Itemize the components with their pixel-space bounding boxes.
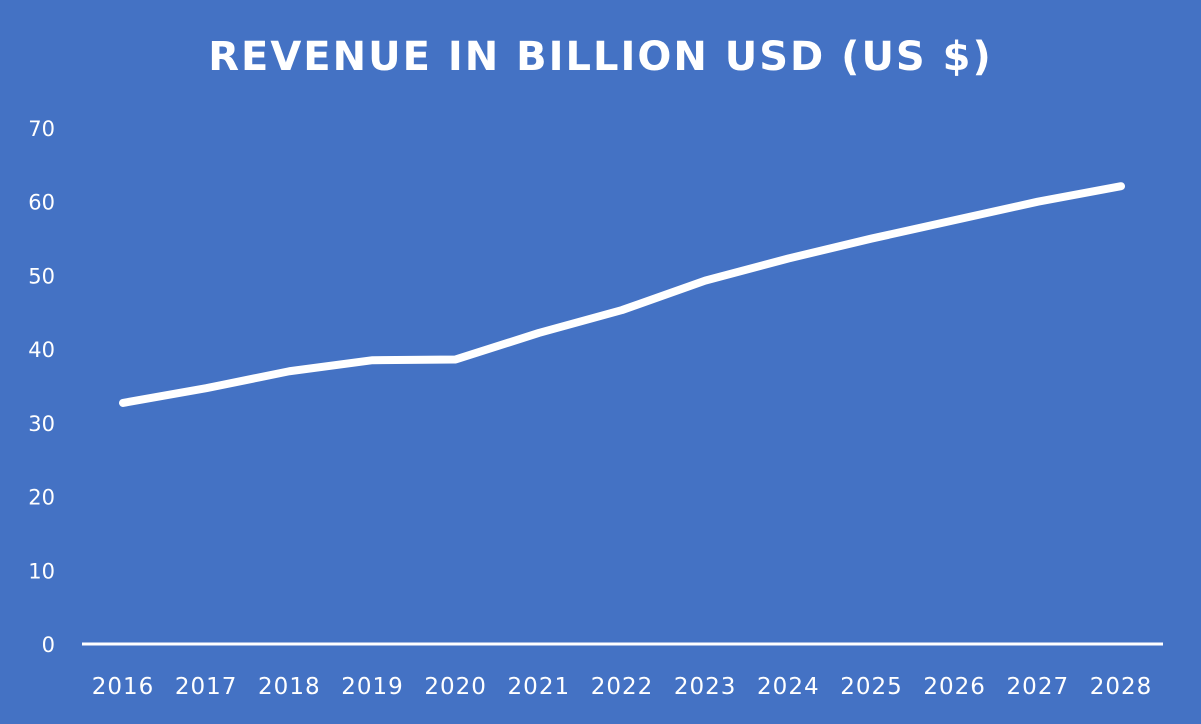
y-tick-label: 30 <box>28 412 55 436</box>
data-point <box>618 306 626 314</box>
x-tick-label: 2025 <box>840 674 903 700</box>
x-tick-label: 2026 <box>923 674 986 700</box>
data-point <box>535 329 543 337</box>
data-point <box>951 216 959 224</box>
chart-title: REVENUE IN BILLION USD (US $) <box>208 34 993 80</box>
data-point <box>784 254 792 262</box>
data-point <box>1034 198 1042 206</box>
x-tick-label: 2021 <box>508 674 571 700</box>
x-tick-label: 2022 <box>591 674 654 700</box>
y-tick-label: 70 <box>28 117 55 141</box>
y-tick-label: 60 <box>28 191 55 215</box>
data-point <box>119 399 127 407</box>
y-tick-label: 20 <box>28 486 55 510</box>
data-point <box>369 356 376 364</box>
x-tick-label: 2024 <box>757 674 820 700</box>
data-point <box>452 355 460 363</box>
y-tick-label: 0 <box>42 633 55 657</box>
y-tick-label: 10 <box>28 559 55 583</box>
x-tick-label: 2016 <box>92 674 155 700</box>
y-tick-label: 50 <box>28 264 55 288</box>
data-point <box>202 384 210 392</box>
data-point <box>1117 182 1125 190</box>
y-tick-label: 40 <box>28 338 55 362</box>
x-tick-label: 2027 <box>1007 674 1070 700</box>
x-tick-label: 2023 <box>674 674 737 700</box>
x-tick-label: 2020 <box>424 674 487 700</box>
data-point <box>285 367 293 375</box>
data-point <box>701 277 709 285</box>
x-tick-label: 2018 <box>258 674 321 700</box>
data-point <box>868 235 875 243</box>
x-tick-label: 2017 <box>175 674 238 700</box>
x-tick-label: 2028 <box>1090 674 1153 700</box>
x-tick-label: 2019 <box>341 674 404 700</box>
